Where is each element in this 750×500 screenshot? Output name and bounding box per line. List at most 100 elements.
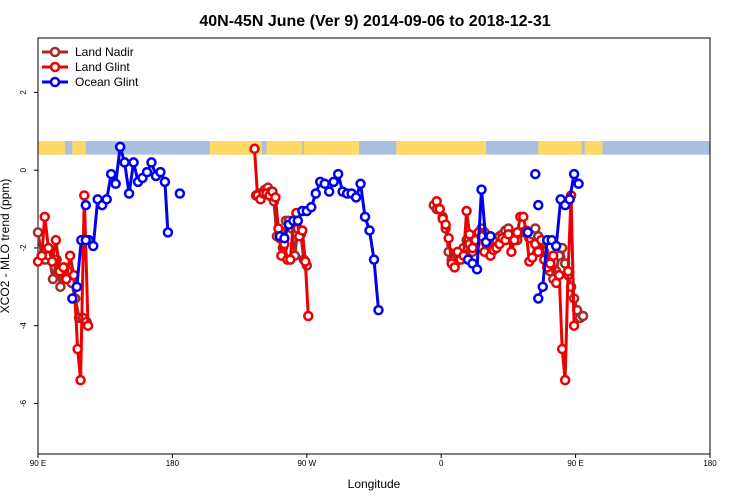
band-land: [266, 141, 303, 155]
data-point: [249, 143, 260, 155]
data-point: [300, 256, 311, 267]
data-point: [46, 256, 58, 267]
data-point: [88, 240, 99, 252]
legend-label: Land Nadir: [75, 45, 134, 59]
data-point: [146, 157, 157, 168]
plot-frame: [37, 37, 711, 455]
legend-swatch-marker: [49, 61, 61, 73]
x-tick-label: 180: [703, 459, 717, 468]
data-point: [39, 211, 50, 223]
data-point: [141, 166, 153, 178]
legend-label: Ocean Glint: [75, 75, 139, 89]
data-point: [43, 242, 54, 254]
data-point: [355, 178, 366, 190]
data-point: [297, 225, 308, 236]
data-point: [105, 168, 117, 180]
data-point: [577, 310, 589, 322]
data-point: [530, 168, 541, 180]
data-point: [562, 266, 574, 277]
data-point: [114, 141, 126, 153]
data-point: [67, 293, 78, 304]
legend-swatch-marker: [49, 76, 61, 88]
data-point: [556, 343, 568, 355]
data-point: [559, 374, 571, 386]
data-point: [564, 194, 575, 205]
data-point: [155, 166, 166, 178]
data-point: [82, 320, 94, 331]
y-tick-label: -4: [19, 322, 28, 330]
y-tick-label: 0: [19, 167, 28, 172]
data-point: [123, 188, 135, 199]
data-point: [485, 231, 496, 242]
data-point: [547, 250, 559, 261]
data-point: [306, 201, 317, 213]
band-land: [58, 141, 65, 155]
data-point: [512, 227, 523, 238]
data-point: [550, 240, 562, 252]
series-line: [435, 194, 576, 382]
series-2: [67, 141, 584, 316]
data-point: [440, 219, 451, 230]
data-point: [292, 215, 304, 226]
data-point: [373, 304, 384, 316]
data-point: [279, 232, 290, 244]
band-land: [538, 141, 576, 155]
x-tick-label: 180: [166, 459, 180, 468]
data-point: [464, 229, 475, 240]
data-point: [364, 225, 375, 236]
data-point: [119, 157, 130, 168]
data-point: [568, 168, 580, 180]
data-point: [75, 374, 86, 386]
data-point: [270, 192, 281, 203]
data-point: [159, 176, 171, 188]
data-point: [285, 254, 296, 265]
chart-title: 40N-45N June (Ver 9) 2014-09-06 to 2018-…: [199, 13, 550, 30]
data-point: [443, 232, 454, 244]
data-point: [359, 211, 371, 223]
data-point: [71, 281, 83, 293]
data-point: [518, 211, 529, 223]
x-axis: 90 E 180 90 W 0 90 E 180: [30, 454, 717, 468]
data-point: [553, 269, 565, 281]
data-point: [434, 203, 445, 215]
data-point: [128, 157, 139, 168]
x-tick-label: 90 E: [567, 459, 583, 468]
data-point: [537, 281, 548, 293]
series-lines: [32, 141, 589, 386]
series-line: [536, 172, 580, 300]
data-point: [80, 199, 92, 211]
data-point: [58, 262, 69, 273]
band-land: [303, 141, 337, 155]
data-point: [461, 205, 472, 217]
y-tick-label: -6: [19, 399, 28, 407]
legend-swatch-marker: [49, 46, 61, 58]
data-point: [55, 281, 66, 293]
data-point: [533, 293, 544, 304]
data-point: [533, 199, 544, 211]
land-ocean-band: [38, 141, 710, 155]
data-point: [32, 227, 44, 238]
band-land: [471, 141, 486, 155]
band-land: [396, 141, 472, 155]
data-point: [328, 176, 339, 188]
band-land: [72, 141, 86, 155]
band-land: [38, 141, 59, 155]
legend-label: Land Glint: [75, 60, 130, 74]
data-point: [323, 186, 335, 197]
data-point: [64, 250, 76, 261]
data-point: [527, 252, 538, 263]
y-axis: 2 0 -2 -4 -6: [19, 90, 38, 407]
data-point: [101, 194, 112, 205]
data-point: [332, 168, 344, 180]
data-point: [503, 229, 514, 240]
data-point: [522, 227, 534, 238]
band-land: [209, 141, 262, 155]
data-point: [449, 262, 460, 273]
data-point: [568, 320, 580, 331]
data-point: [368, 254, 380, 265]
band-ocean: [38, 141, 710, 155]
data-point: [303, 310, 314, 322]
band-land: [336, 141, 360, 155]
